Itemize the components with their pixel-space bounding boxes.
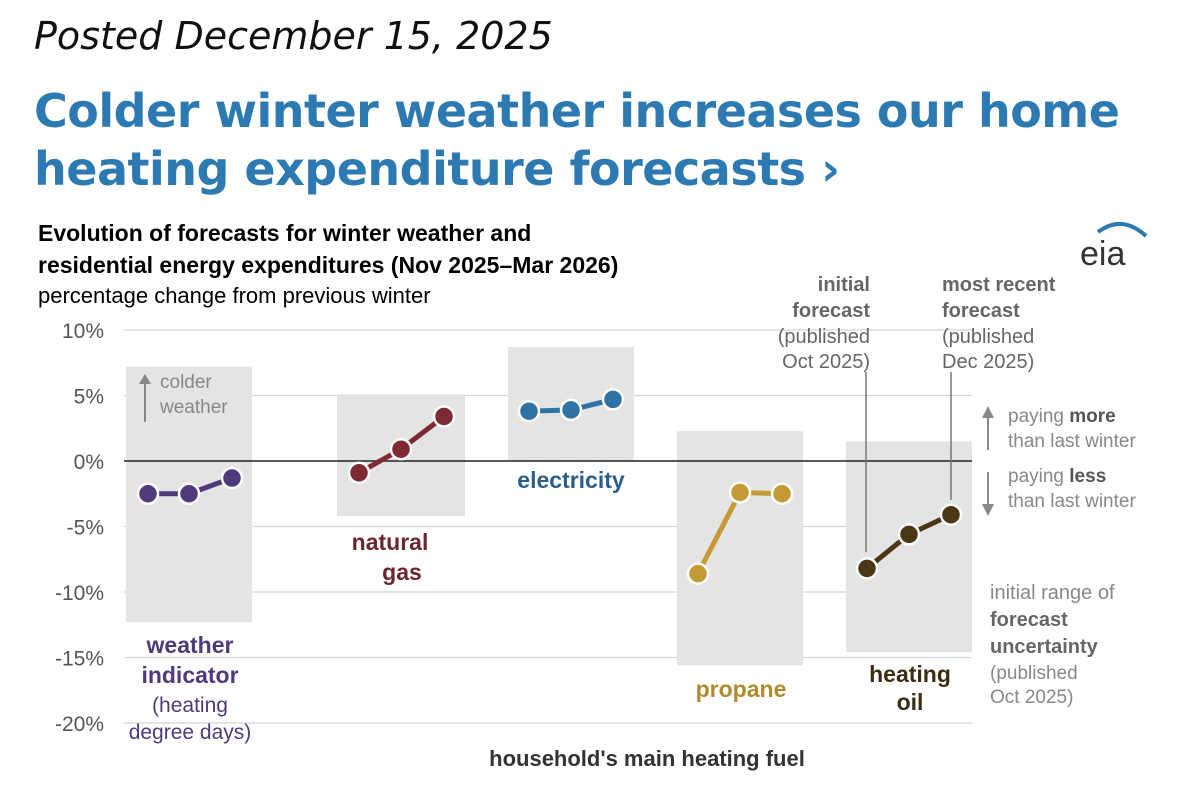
initial-line1: initial xyxy=(818,274,870,296)
label-propane: propane xyxy=(696,676,787,702)
eia-logo: eia xyxy=(1080,222,1148,273)
gridlines xyxy=(124,329,972,724)
chart-title-line1: Evolution of forecasts for winter weathe… xyxy=(38,220,531,246)
colder-line2: weather xyxy=(159,397,228,418)
y-axis-ticks: 10% 5% 0% -5% -10% -15% -20% xyxy=(55,320,104,736)
chart-title-line2: residential energy expenditures (Nov 202… xyxy=(38,252,618,278)
recent-forecast-annotation: most recent forecast (published Dec 2025… xyxy=(942,274,1056,373)
data-point xyxy=(855,557,879,580)
recent-line4: Dec 2025) xyxy=(942,351,1034,373)
paying-more-line1: paying more xyxy=(1008,406,1116,427)
y-tick-label: 10% xyxy=(62,320,104,343)
recent-line3: (published xyxy=(942,326,1034,348)
range-line3: uncertainty xyxy=(990,636,1099,658)
data-point xyxy=(517,399,541,423)
y-tick-label: -15% xyxy=(55,648,104,671)
label-weather-line2: indicator xyxy=(141,662,238,688)
eia-logo-text: eia xyxy=(1080,235,1125,273)
posted-date: Posted December 15, 2025 xyxy=(34,14,553,58)
headline-link[interactable]: Colder winter weather increases our home… xyxy=(34,84,1120,196)
uncertainty-ranges xyxy=(126,347,972,666)
data-point xyxy=(728,481,752,504)
label-weather-line3: (heating xyxy=(152,694,228,717)
recent-line1: most recent xyxy=(942,274,1056,296)
series-points xyxy=(136,388,963,585)
initial-forecast-annotation: initial forecast (published Oct 2025) xyxy=(778,274,871,373)
data-point xyxy=(897,523,921,546)
initial-line4: Oct 2025) xyxy=(782,351,870,373)
data-point xyxy=(770,482,794,505)
arrow-up-icon xyxy=(982,406,994,418)
initial-line2: forecast xyxy=(792,300,870,322)
label-weather-line4: degree days) xyxy=(129,721,252,744)
y-tick-label: -20% xyxy=(55,713,104,736)
data-point xyxy=(559,398,583,422)
initial-line3: (published xyxy=(778,326,870,348)
label-weather-line1: weather xyxy=(146,632,234,658)
data-point xyxy=(432,405,456,428)
y-tick-label: -5% xyxy=(67,517,104,540)
data-point xyxy=(220,466,244,490)
uncertainty-range-box xyxy=(846,441,972,653)
paying-less-line2: than last winter xyxy=(1008,491,1136,512)
label-heating-oil-line1: heating xyxy=(869,661,951,687)
colder-weather-annotation: colder weather xyxy=(139,372,228,422)
data-point xyxy=(939,503,963,526)
label-natural-gas-line2: gas xyxy=(382,559,422,585)
arrow-down-icon xyxy=(982,504,994,516)
data-point xyxy=(389,437,413,461)
uncertainty-range-box xyxy=(677,430,803,666)
label-heating-oil-line2: oil xyxy=(897,689,924,715)
colder-line1: colder xyxy=(160,372,212,393)
data-point xyxy=(347,461,371,485)
range-line4: (published xyxy=(990,663,1078,684)
uncertainty-legend: initial range of forecast uncertainty (p… xyxy=(990,582,1115,708)
paying-more-line2: than last winter xyxy=(1008,431,1136,452)
data-point xyxy=(136,482,160,505)
data-point xyxy=(177,482,201,505)
paying-less-line1: paying less xyxy=(1008,466,1106,487)
chart-subtitle: percentage change from previous winter xyxy=(38,283,431,308)
data-point xyxy=(601,388,625,411)
range-line2: forecast xyxy=(990,609,1068,631)
label-electricity: electricity xyxy=(517,467,625,493)
colder-arrow-up-icon xyxy=(139,374,151,384)
x-axis-label: household's main heating fuel xyxy=(489,746,805,771)
range-line5: Oct 2025) xyxy=(990,687,1073,708)
range-line1: initial range of xyxy=(990,582,1115,604)
y-tick-label: -10% xyxy=(55,582,104,605)
recent-line2: forecast xyxy=(942,300,1020,322)
y-tick-label: 5% xyxy=(74,386,104,409)
paying-annotation: paying more than last winter paying less… xyxy=(982,406,1136,516)
eia-logo-swoosh-icon xyxy=(1096,222,1148,238)
y-tick-label: 0% xyxy=(74,451,104,474)
data-point xyxy=(686,562,710,585)
label-natural-gas-line1: natural xyxy=(352,529,429,555)
